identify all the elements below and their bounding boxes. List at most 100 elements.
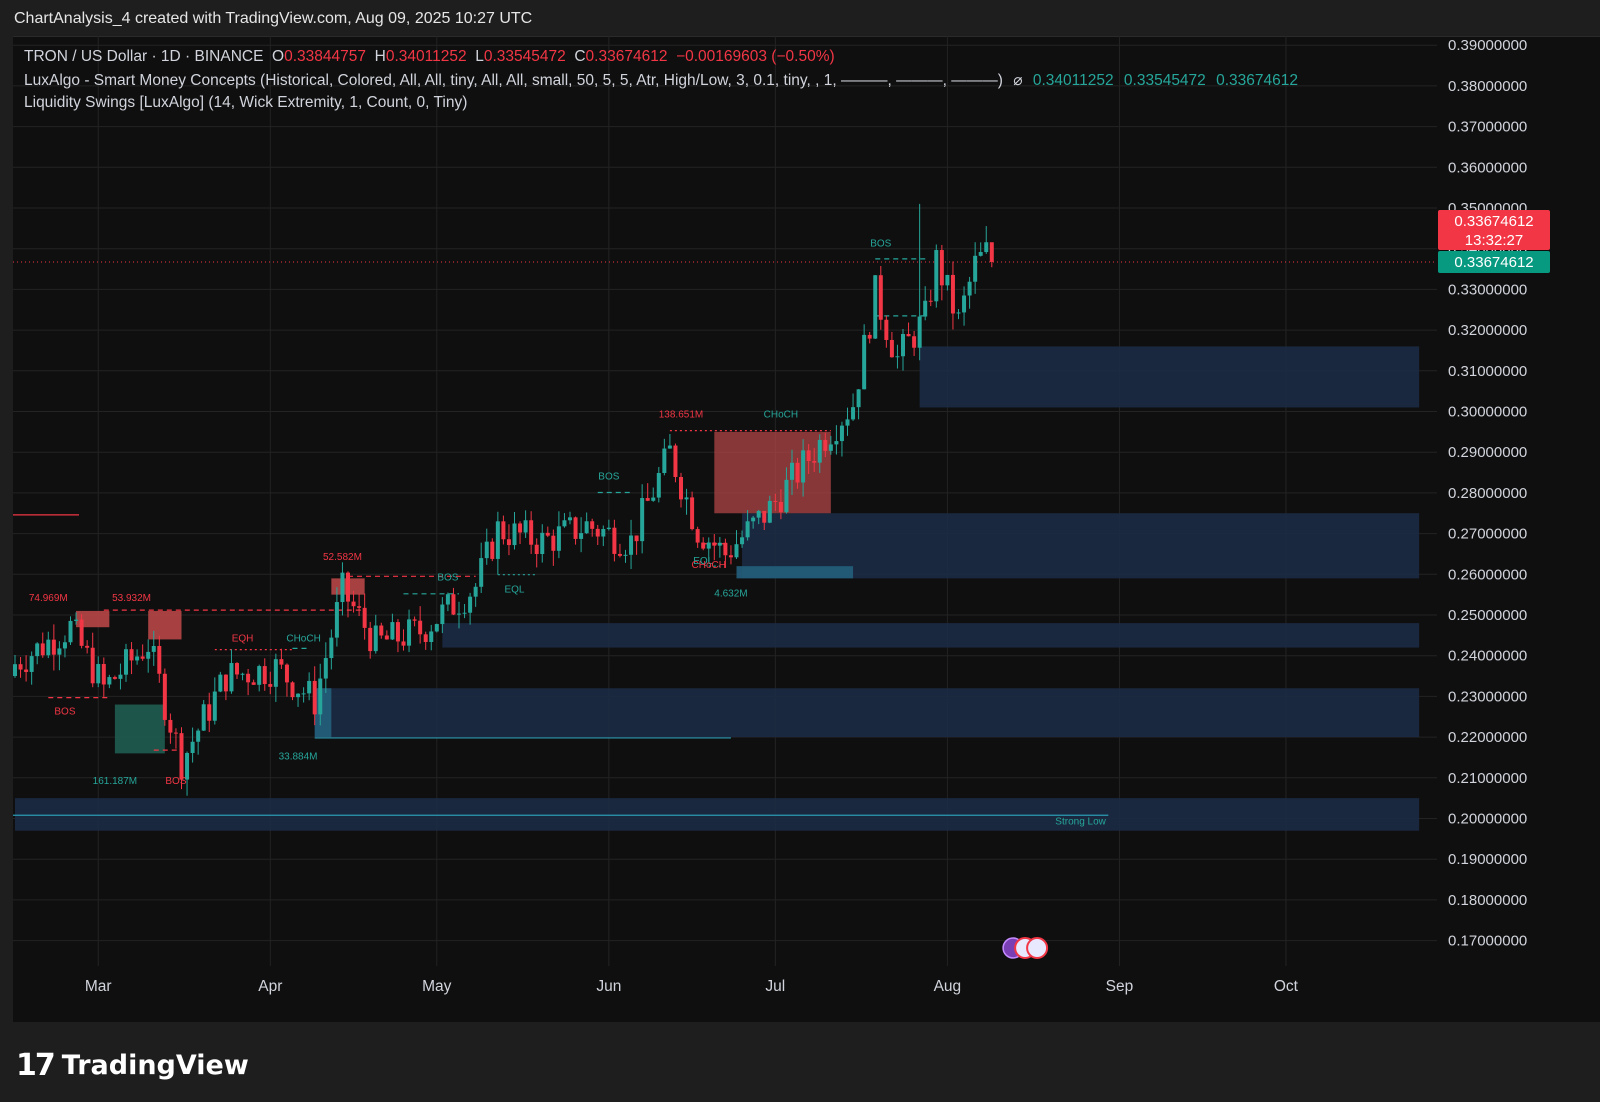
candle-body: [540, 532, 545, 554]
candle-body: [629, 535, 634, 555]
candle-body: [701, 542, 706, 549]
candle-body: [462, 612, 467, 614]
candle-body: [207, 704, 212, 721]
candle-body: [512, 523, 517, 546]
candle-body: [179, 733, 184, 780]
candle-body: [57, 648, 62, 655]
candle-body: [656, 473, 661, 498]
candle-body: [457, 613, 461, 615]
demand-zone: [742, 513, 1420, 579]
indicator-legend-smc[interactable]: LuxAlgo - Smart Money Concepts (Historic…: [24, 71, 1298, 90]
candle-body: [185, 752, 190, 780]
symbol-legend[interactable]: TRON / US Dollar · 1D · BINANCE O0.33844…: [24, 48, 835, 66]
candle-body: [901, 333, 905, 357]
candle-body: [778, 501, 783, 513]
smc-label: 74.969M: [29, 593, 68, 604]
candle-body: [118, 674, 123, 679]
candle-body: [157, 646, 162, 674]
eye-off-icon[interactable]: ⌀: [1013, 72, 1023, 89]
candle-body: [46, 639, 51, 656]
candle-body: [268, 684, 273, 687]
time-tick-label: Sep: [1106, 978, 1134, 995]
candle-body: [51, 639, 56, 655]
price-tick-label: 0.36000000: [1448, 159, 1527, 176]
price-tags: 0.33674612 13:32:27 0.33674612: [1438, 209, 1550, 273]
candle-body: [468, 596, 473, 613]
candle-body: [934, 250, 939, 302]
candle-body: [845, 419, 850, 426]
candle-body: [523, 520, 528, 533]
candle-body: [867, 334, 872, 339]
candle-body: [107, 677, 112, 685]
price-axis: 0.39000000 0.38000000 0.37000000 0.36000000…: [1448, 37, 1527, 949]
candle-body: [124, 649, 128, 675]
price-tick-label: 0.39000000: [1448, 37, 1527, 54]
candle-body: [679, 476, 683, 500]
candle-body: [906, 333, 911, 337]
candle-body: [162, 673, 167, 720]
candle-body: [795, 462, 800, 483]
high-value: 0.34011252: [385, 48, 467, 65]
price-tick-label: 0.24000000: [1448, 648, 1527, 665]
candle-body: [329, 637, 334, 659]
smc-label: 161.187M: [93, 776, 137, 787]
smc-label: 138.651M: [659, 410, 703, 421]
candle-body: [989, 242, 994, 262]
time-axis: Mar Apr May Jun Jul Aug Sep Oct: [85, 978, 1299, 995]
candle-body: [728, 555, 733, 558]
candle-body: [495, 521, 500, 559]
tradingview-logo[interactable]: 𝟭𝟳 TradingView: [16, 1048, 249, 1083]
candle-body: [712, 542, 717, 546]
candle-body: [534, 544, 539, 554]
candle-body: [812, 461, 817, 463]
candle-body: [346, 572, 350, 602]
candle-body: [323, 658, 328, 679]
candle-body: [851, 407, 856, 420]
candle-body: [928, 300, 933, 302]
us-flag-icon: [1026, 937, 1049, 959]
candle-body: [790, 462, 794, 480]
candle-body: [18, 664, 23, 670]
candle-body: [573, 517, 578, 539]
countdown-tag: 13:32:27: [1465, 232, 1523, 249]
demand-block: [736, 566, 854, 579]
candle-body: [950, 274, 955, 314]
candle-body: [801, 450, 806, 483]
time-tick-label: Aug: [934, 978, 962, 995]
candle-body: [13, 664, 17, 677]
candle-body: [85, 645, 90, 648]
time-tick-label: May: [422, 978, 452, 995]
candle-body: [923, 300, 928, 317]
candle-body: [140, 656, 145, 659]
candle-body: [135, 656, 140, 661]
open-label: O: [272, 48, 285, 65]
price-chart[interactable]: 74.969M 53.932M BOS 161.187M BOS EQH CHoCH 33.8…: [13, 36, 1600, 1021]
smc-label: CHoCH: [764, 410, 798, 421]
candle-body: [440, 604, 445, 625]
candle-body: [606, 527, 611, 530]
candle-body: [601, 529, 606, 537]
last-price-tag-value: 0.33674612: [1454, 213, 1533, 230]
candle-body: [501, 521, 506, 540]
supply-block: [148, 610, 182, 640]
candle-body: [568, 517, 572, 521]
candle-body: [695, 529, 700, 543]
candle-body: [229, 663, 234, 692]
indicator-legend-liquidity[interactable]: Liquidity Swings [LuxAlgo] (14, Wick Ext…: [24, 94, 467, 112]
candle-body: [973, 255, 978, 282]
candle-body: [340, 572, 345, 603]
price-tick-label: 0.31000000: [1448, 363, 1527, 380]
candles: [13, 203, 994, 796]
candle-body: [151, 646, 156, 652]
candle-body: [307, 680, 312, 694]
smc-label: BOS: [165, 776, 186, 787]
candle-body: [617, 553, 622, 556]
candle-body: [246, 673, 251, 683]
candle-body: [235, 663, 239, 675]
price-tick-label: 0.25000000: [1448, 607, 1527, 624]
candle-body: [734, 544, 739, 558]
candle-body: [240, 673, 245, 675]
candle-body: [984, 242, 989, 253]
candle-body: [68, 620, 73, 643]
candle-body: [545, 532, 550, 536]
